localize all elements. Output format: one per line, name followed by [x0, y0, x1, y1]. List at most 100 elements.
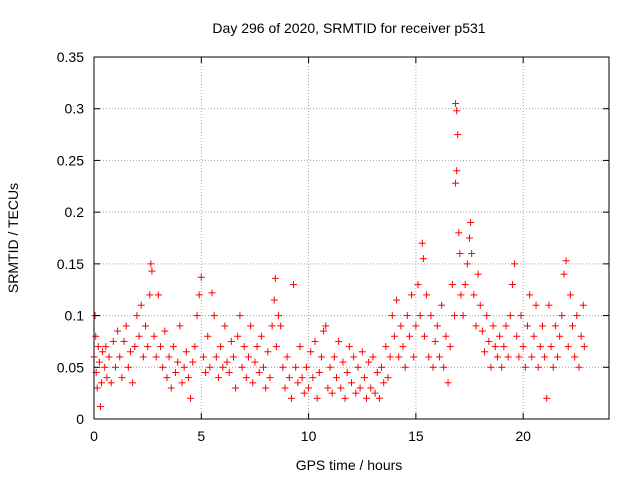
- data-point: [129, 379, 137, 387]
- data-point: [217, 343, 225, 351]
- data-point: [534, 363, 542, 371]
- data-point: [395, 353, 403, 361]
- data-point: [517, 312, 525, 320]
- data-point: [491, 343, 499, 351]
- data-point: [403, 312, 411, 320]
- data-point: [504, 353, 512, 361]
- data-point: [489, 322, 497, 330]
- data-point: [348, 379, 355, 387]
- data-point: [163, 374, 171, 382]
- data-point: [425, 353, 433, 361]
- data-point: [390, 332, 398, 340]
- data-point: [339, 358, 347, 366]
- data-point: [571, 353, 579, 361]
- data-point: [227, 337, 235, 345]
- data-point: [268, 322, 276, 330]
- data-point: [580, 343, 588, 351]
- data-point: [515, 353, 523, 361]
- data-point: [99, 348, 107, 356]
- data-point: [328, 389, 336, 397]
- data-point: [551, 322, 559, 330]
- data-point: [206, 363, 214, 371]
- data-point: [193, 312, 201, 320]
- data-point: [187, 394, 195, 402]
- grid: [94, 57, 609, 419]
- data-point: [109, 337, 117, 345]
- data-point: [418, 239, 426, 247]
- data-point: [94, 343, 102, 351]
- data-point: [452, 100, 460, 108]
- data-point: [496, 332, 504, 340]
- data-point: [300, 389, 308, 397]
- data-point: [317, 353, 325, 361]
- data-point: [440, 363, 448, 371]
- data-point: [120, 337, 128, 345]
- data-point: [547, 343, 555, 351]
- data-point: [423, 291, 431, 299]
- data-point: [478, 327, 486, 335]
- data-point: [260, 363, 268, 371]
- data-point: [393, 296, 401, 304]
- data-point: [352, 389, 360, 397]
- data-point: [454, 131, 462, 139]
- data-point: [105, 353, 113, 361]
- data-point: [420, 332, 428, 340]
- data-point: [365, 358, 373, 366]
- data-point: [452, 179, 460, 187]
- data-point: [305, 384, 313, 392]
- data-point: [416, 312, 424, 320]
- data-point: [456, 250, 464, 258]
- data-point: [410, 353, 418, 361]
- data-point: [296, 343, 304, 351]
- data-point: [453, 167, 461, 175]
- data-point: [182, 348, 190, 356]
- data-point: [199, 353, 207, 361]
- y-tick-label: 0.05: [57, 359, 84, 375]
- data-point: [558, 312, 566, 320]
- data-point: [493, 353, 501, 361]
- data-point: [236, 312, 244, 320]
- data-point: [107, 379, 115, 387]
- y-tick-label: 0.3: [65, 101, 85, 117]
- data-point: [363, 394, 371, 402]
- data-point: [152, 353, 160, 361]
- data-point: [98, 379, 106, 387]
- data-point: [487, 363, 495, 371]
- data-point: [178, 379, 186, 387]
- data-point: [369, 353, 377, 361]
- y-axis-label: SRMTID / TECUs: [5, 183, 21, 293]
- data-point: [281, 384, 289, 392]
- data-point: [481, 348, 489, 356]
- data-point: [150, 332, 158, 340]
- data-point: [309, 374, 317, 382]
- data-point: [255, 368, 263, 376]
- data-point: [538, 322, 546, 330]
- data-point: [560, 270, 568, 278]
- data-point: [414, 281, 422, 289]
- data-point: [251, 358, 259, 366]
- data-point: [208, 289, 216, 297]
- data-point: [257, 332, 265, 340]
- data-point: [307, 348, 315, 356]
- data-point: [573, 312, 581, 320]
- data-point: [124, 363, 132, 371]
- data-point: [180, 363, 188, 371]
- y-tick-label: 0.2: [65, 204, 85, 220]
- data-point: [354, 363, 362, 371]
- data-point: [169, 343, 177, 351]
- data-point: [532, 301, 540, 309]
- data-point: [556, 332, 564, 340]
- data-point: [356, 384, 364, 392]
- data-point: [375, 394, 383, 402]
- data-point: [96, 403, 104, 411]
- data-point: [541, 353, 549, 361]
- data-point: [172, 368, 180, 376]
- data-point: [232, 384, 240, 392]
- data-point: [142, 322, 149, 330]
- data-point: [272, 343, 280, 351]
- data-point: [457, 291, 465, 299]
- data-point: [431, 337, 439, 345]
- data-point: [345, 343, 353, 351]
- data-point: [283, 353, 291, 361]
- data-point: [126, 348, 134, 356]
